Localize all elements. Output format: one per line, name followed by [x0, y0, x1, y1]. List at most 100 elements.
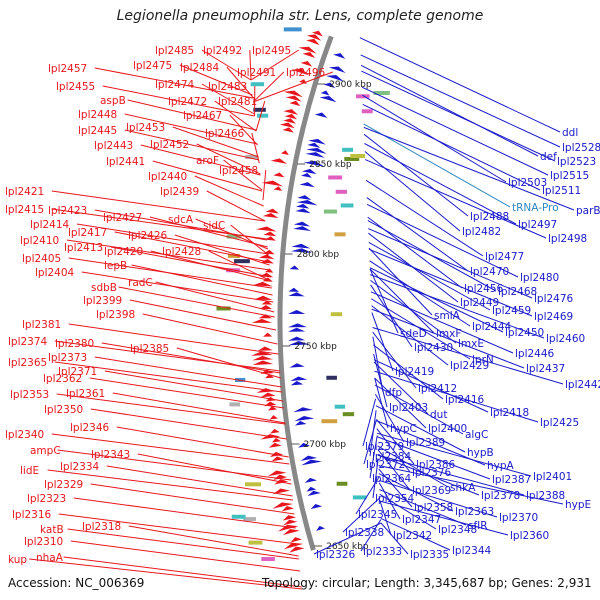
forward-gene-leader-line: [114, 231, 270, 263]
reverse-gene-label: lpl2384: [372, 451, 412, 463]
reverse-gene-label: lpl2338: [345, 527, 384, 539]
reverse-gene-label: lpl2358: [414, 502, 453, 514]
reverse-gene-leader-line: [370, 274, 545, 339]
forward-gene-label: lpl2472: [168, 96, 207, 108]
reverse-gene-label: lpl2389: [406, 437, 445, 449]
annotation-block: [245, 154, 258, 159]
forward-gene-label: lpl2373: [48, 352, 87, 364]
forward-gene-feature: [298, 46, 317, 54]
annotation-block: [231, 514, 246, 519]
forward-gene-feature: [264, 236, 276, 241]
forward-gene-leader-line: [57, 449, 292, 481]
forward-gene-leader-line: [152, 160, 263, 192]
annotation-block: [248, 540, 263, 545]
forward-gene-leader-line: [51, 433, 290, 465]
forward-gene-label: lpl2452: [150, 139, 189, 151]
forward-gene-label: lpl2362: [43, 373, 82, 385]
forward-gene-leader-line: [118, 286, 275, 318]
reverse-gene-label: dfp: [385, 387, 402, 399]
forward-gene-feature: [261, 180, 283, 187]
forward-gene-label: radC: [128, 277, 153, 289]
reverse-gene-label: lpl2360: [510, 530, 549, 542]
reverse-gene-feature: [300, 455, 318, 461]
tick-layer: 2900 kbp 2850 kbp 2800 kbp 2750 kbp 2700 kbp…: [282, 80, 372, 552]
reverse-gene-label: hypC: [390, 423, 417, 435]
forward-gene-feature: [258, 314, 273, 319]
reverse-gene-feature: [328, 66, 346, 73]
forward-gene-feature: [265, 268, 274, 273]
reverse-gene-label: hypA: [487, 460, 515, 472]
forward-gene-feature: [284, 113, 297, 120]
reverse-gene-feature: [288, 310, 306, 314]
forward-gene-feature: [300, 60, 313, 67]
annotation-block: [321, 419, 338, 424]
reverse-gene-label: lpl2335: [410, 549, 449, 561]
forward-gene-feature: [272, 502, 293, 509]
reverse-gene-leader-line: [379, 489, 467, 526]
reverse-gene-label: lpl2437: [526, 363, 565, 375]
length-text: Length: 3,345,687 bp: [366, 576, 503, 590]
reverse-gene-feature: [293, 226, 311, 231]
forward-gene-feature: [270, 428, 280, 434]
reverse-gene-leader-line: [380, 517, 451, 551]
annotation-block: [334, 232, 346, 237]
reverse-gene-leader-line: [355, 476, 380, 515]
forward-gene-leader-line: [128, 525, 299, 557]
forward-gene-label: lpl2340: [5, 429, 44, 441]
reverse-gene-feature: [307, 142, 321, 148]
reverse-gene-label: lpl2430: [414, 342, 453, 354]
reverse-gene-label: lpl2469: [534, 311, 573, 323]
forward-gene-feature: [283, 542, 304, 550]
annotation-block: [227, 253, 240, 258]
forward-gene-label: lpl2381: [22, 319, 61, 331]
reverse-gene-label: lpl2412: [418, 383, 457, 395]
reverse-gene-leader-line: [372, 458, 379, 499]
reverse-gene-label: def: [540, 151, 557, 163]
reverse-gene-label: lpl2442: [565, 379, 600, 391]
reverse-gene-label: lpl2449: [460, 297, 499, 309]
forward-gene-label: lpl2343: [91, 449, 130, 461]
forward-gene-label: lpl2453: [126, 122, 165, 134]
reverse-gene-label: lpl2354: [375, 493, 415, 505]
reverse-gene-leader-line: [379, 500, 392, 536]
forward-gene-feature: [252, 360, 274, 366]
forward-gene-feature: [261, 300, 273, 305]
annotation-block: [229, 402, 241, 407]
forward-gene-label: lpl2316: [12, 509, 52, 521]
reverse-gene-leader-line: [359, 37, 561, 133]
reverse-gene-label: lpl2497: [518, 219, 557, 231]
reverse-gene-leader-line: [364, 151, 461, 232]
forward-gene-label: lpl2404: [35, 267, 75, 279]
reverse-gene-feature: [305, 152, 325, 158]
reverse-gene-feature: [304, 477, 318, 483]
reverse-gene-leader-line: [360, 64, 539, 157]
reverse-gene-label: lpl2378: [481, 490, 520, 502]
annotation-block: [330, 312, 343, 317]
reverse-gene-leader-line: [363, 126, 575, 211]
reverse-gene-label: lpl2342: [393, 530, 432, 542]
reverse-gene-leader-line: [369, 435, 378, 479]
forward-gene-leader-line: [116, 426, 289, 458]
forward-gene-feature: [268, 405, 277, 411]
reverse-gene-label: lpl2388: [526, 490, 565, 502]
forward-gene-label: lpl2474: [155, 79, 195, 91]
forward-gene-leader-line: [223, 159, 263, 191]
forward-gene-feature: [290, 537, 302, 543]
forward-gene-label: lpl2385: [130, 343, 169, 355]
reverse-gene-leader-line: [372, 331, 417, 389]
forward-gene-label: lpl2414: [30, 219, 70, 231]
forward-gene-label: lpl2420: [104, 246, 143, 258]
forward-gene-label: kup: [8, 554, 27, 566]
forward-gene-feature: [289, 100, 301, 107]
reverse-gene-leader-line: [375, 405, 466, 453]
forward-gene-label: lpl2365: [8, 357, 47, 369]
forward-gene-leader-line: [101, 342, 281, 374]
annotation-block: [243, 517, 256, 522]
kbp-tick-label: 2750 kbp: [294, 342, 337, 352]
reverse-gene-label: lpl2344: [452, 545, 492, 557]
reverse-gene-leader-line: [372, 327, 564, 385]
forward-gene-leader-line: [208, 250, 272, 282]
reverse-gene-label: lpl2370: [499, 512, 538, 524]
reverse-gene-feature: [289, 265, 300, 270]
forward-gene-leader-line: [150, 250, 272, 282]
